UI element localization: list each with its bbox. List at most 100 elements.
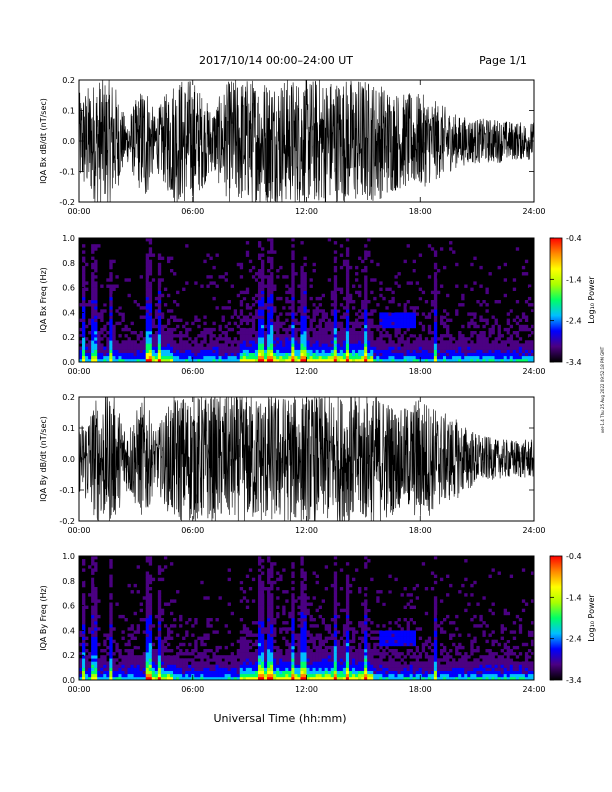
spectrogram-cell <box>476 667 480 671</box>
spectrogram-cell <box>436 343 441 347</box>
spectrogram-cell <box>145 269 150 273</box>
spectrogram-cell <box>300 287 304 291</box>
spectrogram-cell <box>403 655 407 659</box>
spectrogram-cell <box>373 658 377 662</box>
spectrogram-cell <box>497 337 501 341</box>
spectrogram-cell <box>458 633 462 637</box>
spectrogram-cell <box>257 673 262 678</box>
spectrogram-cell <box>382 627 386 631</box>
spectrogram-cell <box>403 676 407 681</box>
spectrogram-cell <box>421 562 426 566</box>
spectrogram-cell <box>248 349 253 353</box>
spectrogram-cell <box>112 670 116 675</box>
spectrogram-cell <box>348 355 353 360</box>
spectrogram-cell <box>324 636 329 640</box>
spectrogram-cell <box>133 658 137 662</box>
spectrogram-cell <box>342 349 347 353</box>
spectrogram-cell <box>291 290 295 295</box>
spectrogram-cell <box>339 645 344 650</box>
spectrogram-cell <box>285 296 289 301</box>
spectrogram-cell <box>303 315 307 319</box>
spectrogram-cell <box>106 673 110 678</box>
spectrogram-cell <box>503 664 507 668</box>
spectrogram-cell <box>427 275 432 279</box>
spectrogram-cell <box>418 655 423 659</box>
spectrogram-cell <box>433 630 438 634</box>
spectrogram-cell <box>494 639 498 644</box>
spectrogram-cell <box>288 290 292 295</box>
spectrogram-cell <box>409 349 413 353</box>
spectrogram-cell <box>257 574 262 578</box>
spectrogram-cell <box>321 621 325 625</box>
spectrogram-cell <box>85 287 89 291</box>
spectrogram-cell <box>330 664 335 668</box>
spectrogram-cell <box>400 318 404 322</box>
spectrogram-cell <box>136 624 140 628</box>
spectrogram-cell <box>461 343 465 347</box>
spectrogram-cell <box>370 340 374 344</box>
spectrogram-cell <box>345 602 350 606</box>
spectrogram-cell <box>358 590 362 594</box>
spectrogram-cell <box>433 306 438 310</box>
spectrogram-cell <box>361 343 365 347</box>
spectrogram-cell <box>270 614 274 619</box>
spectrogram-cell <box>218 664 222 668</box>
spectrogram-cell <box>233 321 238 326</box>
spectrogram-cell <box>236 358 241 363</box>
spectrogram-cell <box>273 621 277 625</box>
spectrogram-cell <box>245 655 250 659</box>
spectrogram-cell <box>245 346 250 350</box>
spectrogram-cell <box>212 352 216 357</box>
spectrogram-cell <box>345 624 350 628</box>
spectrogram-cell <box>330 346 335 350</box>
spectrogram-cell <box>376 337 380 341</box>
spectrogram-cell <box>497 655 501 659</box>
spectrogram-cell <box>106 661 110 665</box>
spectrogram-cell <box>345 259 350 264</box>
spectrogram-cell <box>127 343 131 347</box>
spectrogram-cell <box>191 658 195 662</box>
spectrogram-cell <box>270 633 274 637</box>
spectrogram-cell <box>339 287 344 291</box>
spectrogram-cell <box>530 358 535 363</box>
spectrogram-cell <box>239 673 244 678</box>
spectrogram-cell <box>194 618 198 622</box>
spectrogram-cell <box>127 670 131 675</box>
spectrogram-cell <box>242 673 247 678</box>
spectrogram-cell <box>97 355 101 360</box>
spectrogram-cell <box>361 349 365 353</box>
spectrogram-cell <box>455 676 459 681</box>
spectrogram-cell <box>166 664 171 668</box>
spectrogram-cell <box>306 670 310 675</box>
spectrogram-cell <box>433 358 438 363</box>
spectrogram-cell <box>142 343 147 347</box>
colorbar-top-scale <box>549 237 563 363</box>
spectrogram-cell <box>279 624 283 628</box>
spectrogram-cell <box>427 358 432 363</box>
spectrogram-cell <box>312 315 316 319</box>
spectrogram-cell <box>306 337 310 341</box>
spectrogram-cell <box>315 358 319 363</box>
spectrogram-cell <box>103 642 107 647</box>
spectrogram-cell <box>133 331 137 335</box>
spectrogram-cell <box>160 334 165 338</box>
spectrogram-cell <box>439 676 444 681</box>
spectrogram-cell <box>163 355 168 360</box>
spectrogram-cell <box>261 327 265 332</box>
spectrogram-cell <box>88 676 92 681</box>
spectrogram-cell <box>388 327 392 332</box>
spectrogram-cell <box>261 649 265 653</box>
spectrogram-cell <box>94 324 98 329</box>
spectrogram-cell <box>273 306 277 310</box>
spectrogram-cell <box>400 652 404 656</box>
spectrogram-cell <box>273 676 277 681</box>
spectrogram-cell <box>467 321 471 326</box>
spectrogram-cell <box>148 281 153 285</box>
spectrogram-cell <box>270 318 274 322</box>
spectrogram-cell <box>109 639 113 644</box>
spectrogram-cell <box>485 649 489 653</box>
spectrogram-cell <box>264 275 268 279</box>
spectrogram-cell <box>282 337 286 341</box>
spectrogram-cell <box>473 324 477 329</box>
spectrogram-cell <box>412 355 416 360</box>
